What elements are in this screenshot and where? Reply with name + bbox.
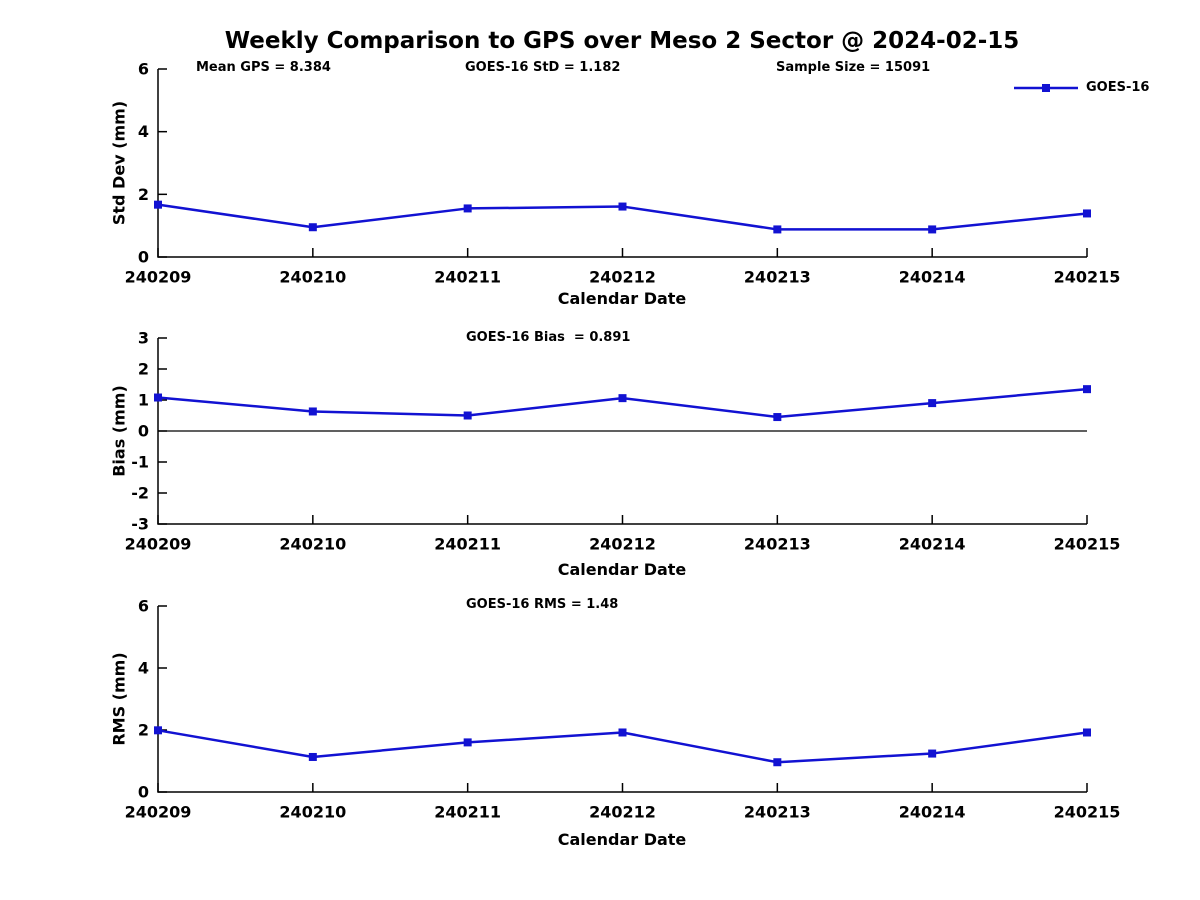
annotation-goes16-rms: GOES-16 RMS = 1.48	[466, 597, 619, 612]
y-tick-label: 2	[138, 360, 149, 379]
x-tick-label: 240212	[589, 535, 656, 554]
annotation-sample-size: Sample Size = 15091	[776, 60, 931, 75]
x-tick-label: 240213	[744, 268, 811, 287]
data-point-marker	[1083, 209, 1091, 218]
y-tick-label: 0	[138, 422, 149, 441]
data-point-marker	[928, 749, 937, 758]
y-tick-label: -1	[131, 453, 149, 472]
y-tick-label: 1	[138, 391, 149, 410]
x-tick-label: 240212	[589, 803, 656, 822]
annotation-mean-gps: Mean GPS = 8.384	[196, 60, 331, 75]
legend-line-sample-icon	[1014, 83, 1078, 92]
y-tick-label: 2	[138, 721, 149, 740]
x-tick-label: 240209	[125, 535, 192, 554]
chart-panel-std-dev: 0 2 4 6 240209 240210 240211 240212 240213 240214…	[125, 60, 1121, 287]
data-point-marker	[1083, 385, 1091, 394]
axis-frame	[157, 606, 1087, 793]
series-line-goes16	[157, 387, 1088, 419]
xlabel-calendar-date-2: Calendar Date	[557, 560, 687, 579]
ylabel-bias: Bias (mm)	[109, 385, 129, 477]
x-tick-label: 240214	[899, 268, 966, 287]
data-point-marker	[928, 399, 937, 408]
ylabel-rms: RMS (mm)	[109, 652, 129, 746]
ylabel-std-dev: Std Dev (mm)	[109, 100, 129, 226]
data-point-marker	[928, 225, 937, 234]
x-tick-label: 240215	[1054, 268, 1121, 287]
annotation-goes16-bias: GOES-16 Bias = 0.891	[466, 330, 631, 345]
y-tick-label: 6	[138, 60, 149, 79]
x-tick-label: 240210	[279, 535, 346, 554]
data-point-marker	[463, 738, 472, 747]
x-tick-label: 240214	[899, 535, 966, 554]
chart-panel-rms: 0 2 4 6 240209 240210 240211 240212 240213 240214…	[125, 597, 1121, 822]
y-tick-label: -3	[131, 515, 149, 534]
y-tick-label: 0	[138, 783, 149, 802]
data-point-marker	[154, 726, 162, 735]
x-tick-label: 240214	[899, 803, 966, 822]
data-point-marker	[618, 394, 627, 403]
page-title: Weekly Comparison to GPS over Meso 2 Sec…	[224, 28, 1020, 54]
x-tick-label: 240211	[434, 803, 501, 822]
data-point-marker	[154, 393, 162, 402]
data-point-marker	[463, 411, 472, 420]
xlabel-calendar-date-1: Calendar Date	[557, 289, 687, 308]
data-point-marker	[618, 728, 627, 737]
y-tick-label: 2	[138, 185, 149, 204]
x-tick-label: 240213	[744, 535, 811, 554]
data-point-marker	[773, 413, 782, 422]
x-tick-label: 240209	[125, 268, 192, 287]
data-point-marker	[308, 752, 317, 761]
x-tick-label: 240213	[744, 803, 811, 822]
legend: GOES-16	[1014, 80, 1149, 95]
x-tick-label: 240210	[279, 803, 346, 822]
data-point-marker	[1083, 728, 1091, 737]
legend-marker-icon	[1042, 83, 1050, 92]
data-point-marker	[773, 225, 782, 234]
annotation-goes16-std: GOES-16 StD = 1.182	[465, 60, 621, 75]
x-tick-label: 240211	[434, 535, 501, 554]
x-tick-label: 240215	[1054, 803, 1121, 822]
y-tick-label: 6	[138, 597, 149, 616]
y-tick-label: -2	[131, 484, 149, 503]
data-point-marker	[463, 204, 472, 213]
y-tick-label: 3	[138, 329, 149, 348]
y-tick-label: 4	[138, 659, 149, 678]
data-point-marker	[618, 202, 627, 211]
x-tick-label: 240210	[279, 268, 346, 287]
x-tick-label: 240212	[589, 268, 656, 287]
y-tick-label: 0	[138, 248, 149, 267]
x-tick-label: 240215	[1054, 535, 1121, 554]
x-tick-label: 240209	[125, 803, 192, 822]
x-tick-label: 240211	[434, 268, 501, 287]
legend-label: GOES-16	[1086, 80, 1150, 95]
y-tick-label: 4	[138, 122, 149, 141]
data-point-marker	[154, 200, 162, 209]
data-point-marker	[773, 758, 782, 767]
data-point-marker	[308, 223, 317, 232]
xlabel-calendar-date-3: Calendar Date	[557, 830, 687, 849]
data-point-marker	[308, 407, 317, 416]
